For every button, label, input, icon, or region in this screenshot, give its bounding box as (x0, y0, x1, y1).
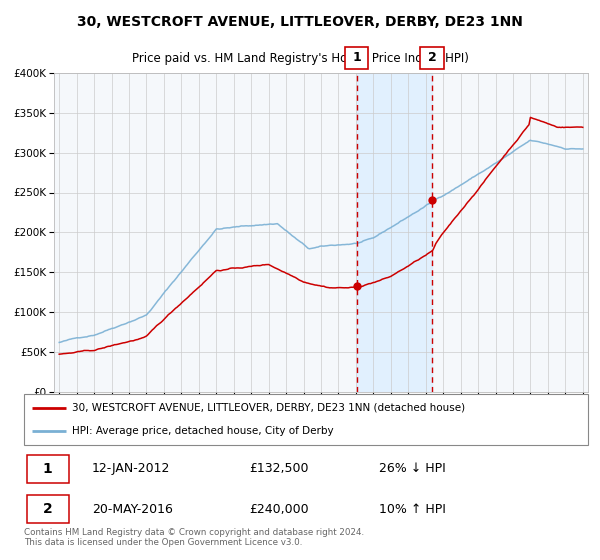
Text: 1: 1 (43, 461, 53, 476)
FancyBboxPatch shape (27, 455, 69, 483)
Text: £132,500: £132,500 (250, 462, 309, 475)
Text: 2: 2 (428, 52, 437, 64)
Text: 10% ↑ HPI: 10% ↑ HPI (379, 502, 446, 516)
Text: £240,000: £240,000 (250, 502, 309, 516)
Text: Price paid vs. HM Land Registry's House Price Index (HPI): Price paid vs. HM Land Registry's House … (131, 53, 469, 66)
Text: 26% ↓ HPI: 26% ↓ HPI (379, 462, 446, 475)
FancyBboxPatch shape (345, 46, 368, 69)
Text: 12-JAN-2012: 12-JAN-2012 (92, 462, 170, 475)
Text: 30, WESTCROFT AVENUE, LITTLEOVER, DERBY, DE23 1NN: 30, WESTCROFT AVENUE, LITTLEOVER, DERBY,… (77, 15, 523, 29)
FancyBboxPatch shape (24, 394, 588, 445)
Text: 1: 1 (352, 52, 361, 64)
Text: 20-MAY-2016: 20-MAY-2016 (92, 502, 173, 516)
Text: 2: 2 (43, 502, 53, 516)
FancyBboxPatch shape (27, 495, 69, 523)
Text: Contains HM Land Registry data © Crown copyright and database right 2024.
This d: Contains HM Land Registry data © Crown c… (24, 528, 364, 548)
Bar (356, 73, 433, 392)
Text: 30, WESTCROFT AVENUE, LITTLEOVER, DERBY, DE23 1NN (detached house): 30, WESTCROFT AVENUE, LITTLEOVER, DERBY,… (72, 403, 465, 413)
Text: HPI: Average price, detached house, City of Derby: HPI: Average price, detached house, City… (72, 426, 334, 436)
FancyBboxPatch shape (421, 46, 444, 69)
